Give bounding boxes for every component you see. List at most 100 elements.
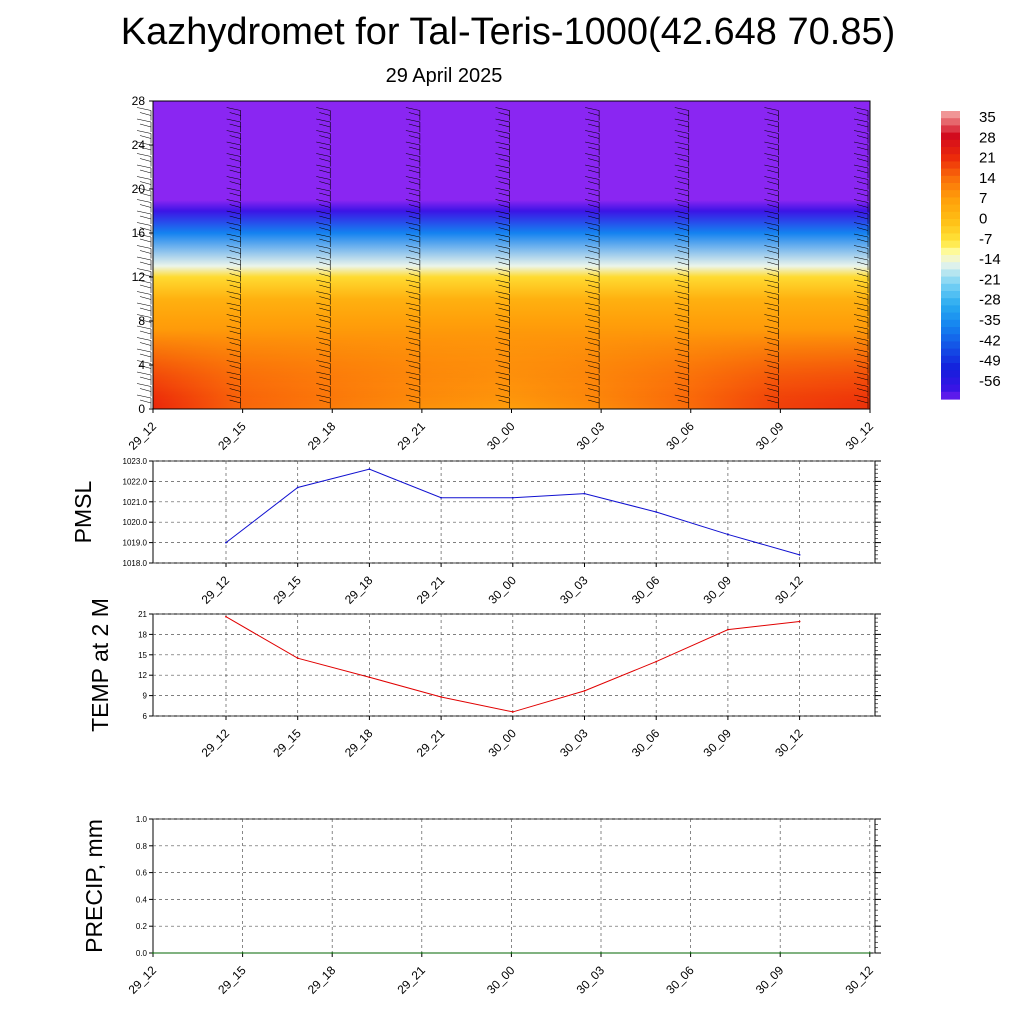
wind-barb-flag [319,376,331,381]
wind-barb-flag [408,204,420,208]
wind-barb-flag [136,348,152,353]
colorbar-swatch [941,118,960,126]
wind-barb-flag [139,365,152,369]
wind-barb-flag [498,227,510,231]
wind-barb-flag [674,279,689,284]
wind-barb-flag [764,279,779,284]
x-tick-label: 30_03 [574,963,608,997]
wind-barb-flag [498,181,510,185]
wind-barb-flag [316,302,331,307]
wind-barb-flag [853,371,869,376]
colorbar-label: 0 [979,211,987,228]
wind-barb-flag [316,199,331,203]
wind-barb-flag [316,245,331,249]
wind-barb-flag [139,353,152,358]
wind-barb-flag [853,314,869,318]
wind-barb-flag [856,284,869,289]
data-point [798,620,801,623]
x-tick-label: 29_18 [342,573,376,607]
colorbar-label: 14 [979,170,996,187]
wind-barb-flag [767,353,779,358]
wind-barb-flag [764,130,779,134]
wind-barb-flag [764,302,779,307]
y-tick-label: 6 [143,712,148,721]
wind-barb-flag [139,146,152,151]
wind-barb-flag [674,325,689,330]
colorbar-swatch [941,240,960,249]
wind-barb-flag [495,302,510,307]
y-tick-label: 0.2 [136,922,148,931]
wind-barb-flag [405,118,420,123]
colorbar-label: -14 [979,251,1001,268]
wind-barb-flag [136,141,152,146]
wind-barb-flag [316,383,331,387]
wind-barb-flag [674,107,689,111]
wind-barb-flag [405,337,420,341]
wind-barb-flag [136,371,152,376]
wind-barb-flag [495,130,510,134]
wind-barb-flag [319,204,331,208]
wind-barb-flag [588,112,600,116]
wind-barb-flag [229,192,241,197]
plot-frame [152,460,876,564]
wind-barb-flag [319,250,331,254]
data-point [296,486,299,489]
wind-barb-flag [139,204,152,208]
wind-barb-flag [319,181,331,185]
wind-barb-flag [856,250,869,254]
wind-barb-flag [677,284,689,289]
wind-barb-flag [319,319,331,323]
wind-barb-flag [226,325,241,330]
wind-barb-flag [677,307,689,312]
wind-barb-flag [139,158,152,162]
wind-barb-flag [229,376,241,381]
wind-barb-flag [588,353,600,358]
wind-barb-flag [405,383,420,387]
colorbar-swatch [941,391,960,400]
wind-barb-flag [316,141,331,146]
wind-barb-flag [764,199,779,203]
wind-barb-flag [405,302,420,307]
wind-barb-flag [585,360,600,364]
x-tick-label: 30_00 [485,726,519,760]
wind-barb-flag [498,399,510,404]
data-point [368,468,371,471]
wind-barb-flag [495,153,510,157]
wind-barb-flag [498,204,510,208]
chart-title: Kazhydromet for Tal-Teris-1000(42.648 70… [120,11,896,53]
wind-barb-flag [764,383,779,387]
wind-barb-flag [316,210,331,215]
x-tick-label: 30_06 [663,963,697,997]
wind-barb-flag [856,123,869,128]
wind-barb-flag [853,291,869,295]
data-point [225,541,227,544]
wind-barb-flag [316,279,331,284]
wind-barb-flag [585,164,600,169]
wind-barb-flag [764,176,779,180]
wind-barb-flag [316,164,331,169]
wind-barb-flag [405,279,420,284]
y-tick-label: 0.4 [136,895,148,904]
wind-barb-flag [677,227,689,231]
wind-barb-flag [585,394,600,399]
wind-barb-flag [588,215,600,220]
wind-barb-flag [674,268,689,272]
wind-barb-flag [319,123,331,128]
wind-barb-flag [316,291,331,295]
wind-barb-flag [767,330,779,335]
pmsl-panel: 1018.0 1019.0 1020.0 1021.0 1022.0 1023.0 29_1… [70,457,881,607]
wind-barb-flag [405,107,420,111]
wind-barb-flag [139,227,152,231]
colorbar-swatch [941,111,960,119]
wind-barb-flag [764,325,779,330]
wind-barb-flag [319,192,331,197]
colorbar-swatch [941,355,960,364]
wind-barb-flag [319,169,331,174]
data-point [225,615,227,618]
wind-barb-flag [229,112,241,116]
wind-barb-flag [588,227,600,231]
wind-barb-flag [767,158,779,162]
wind-barb-flag [588,181,600,185]
wind-barb-flag [764,141,779,146]
wind-barb-flag [498,273,510,277]
